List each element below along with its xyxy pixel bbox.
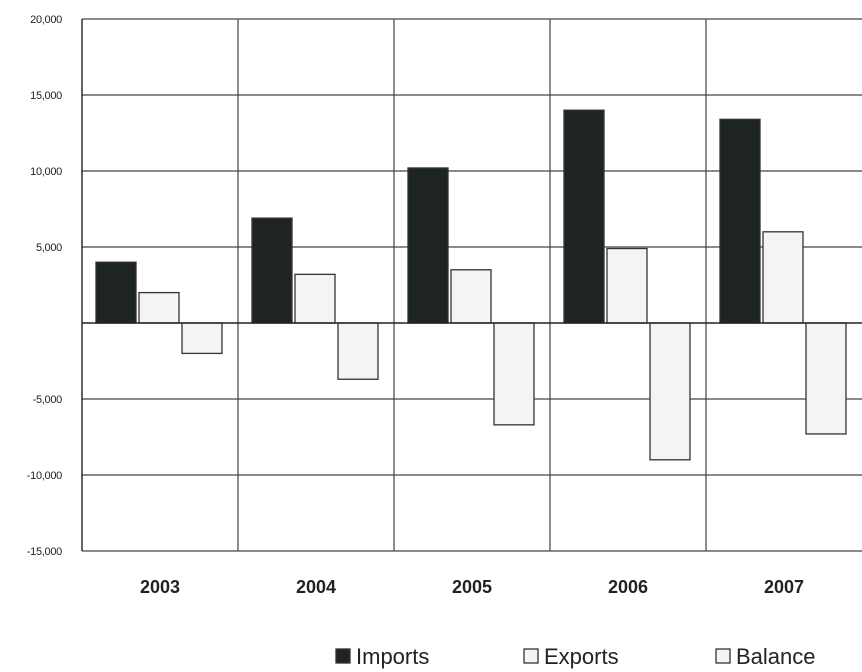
y-axis-tick-labels: 20,000 15,000 10,000 5,000 -5,000 -10,000 -15,… [27, 14, 63, 558]
y-tick-label: -5,000 [33, 394, 63, 406]
bar-balance-2006 [649, 322, 691, 461]
y-tick-label: 20,000 [30, 14, 62, 26]
y-tick-label: 15,000 [30, 90, 62, 102]
bar-imports-2006 [563, 109, 605, 324]
legend-swatch-balance [715, 648, 731, 664]
bar-exports-2007 [762, 231, 804, 324]
bar-imports-2004 [251, 217, 293, 324]
legend: Imports Exports Balance [335, 644, 816, 669]
y-tick-label: 5,000 [36, 242, 62, 254]
axes [81, 19, 862, 551]
legend-label-balance: Balance [736, 644, 816, 669]
bar-imports-2007 [719, 118, 761, 324]
bar-exports-2003 [138, 291, 180, 324]
y-tick-label: -10,000 [27, 470, 62, 482]
legend-swatch-exports [523, 648, 539, 664]
x-category-label: 2006 [608, 577, 648, 597]
bar-imports-2005 [407, 167, 449, 324]
bar-exports-2004 [294, 273, 336, 324]
bar-balance-2004 [337, 322, 379, 380]
bar-balance-2007 [805, 322, 847, 435]
bar-exports-2006 [606, 247, 648, 324]
bars [95, 109, 847, 461]
bar-balance-2005 [493, 322, 535, 426]
y-tick-label: 10,000 [30, 166, 62, 178]
bar-balance-2003 [181, 322, 223, 355]
y-tick-label: -15,000 [27, 546, 62, 558]
bar-imports-2003 [95, 261, 137, 324]
legend-label-exports: Exports [544, 644, 619, 669]
x-axis-category-labels: 2003 2004 2005 2006 2007 [140, 577, 804, 597]
x-category-label: 2003 [140, 577, 180, 597]
x-category-label: 2007 [764, 577, 804, 597]
x-category-label: 2005 [452, 577, 492, 597]
legend-swatch-imports [335, 648, 351, 664]
gridlines [82, 18, 862, 552]
x-category-label: 2004 [296, 577, 336, 597]
legend-label-imports: Imports [356, 644, 429, 669]
bar-exports-2005 [450, 269, 492, 324]
